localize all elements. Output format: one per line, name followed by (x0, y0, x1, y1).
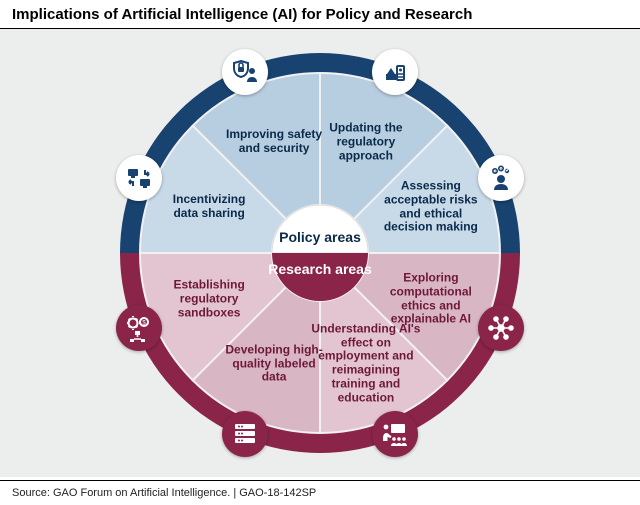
presenter-class-icon (372, 411, 418, 457)
center-label-policy: Policy areas (279, 229, 361, 245)
gears-money-org-icon: $ (116, 305, 162, 351)
shield-lock-person-icon (222, 49, 268, 95)
footer-rule (0, 480, 640, 481)
segment-label: Developing high-quality labeled data (224, 343, 324, 384)
segment-label: Updating the regulatory approach (316, 121, 416, 162)
ai-implications-diagram: Updating the regulatory approach Assessin… (110, 43, 530, 463)
server-racks-icon (222, 411, 268, 457)
person-questions-icon: ?? (478, 155, 524, 201)
segment-label: Improving safety and security (224, 128, 324, 156)
page-title: Implications of Artificial Intelligence … (12, 6, 472, 23)
source-line: Source: GAO Forum on Artificial Intellig… (12, 487, 316, 499)
center-label-research: Research areas (268, 261, 372, 277)
segment-label: Establishing regulatory sandboxes (159, 278, 259, 319)
computers-swap-icon (116, 155, 162, 201)
segment-label: Understanding AI's effect on employment … (311, 322, 421, 405)
segment-label: Assessing acceptable risks and ethical d… (381, 179, 481, 234)
network-nodes-icon (478, 305, 524, 351)
segment-label: Exploring computational ethics and expla… (381, 271, 481, 326)
capitol-clipboard-icon (372, 49, 418, 95)
diagram-canvas: Updating the regulatory approach Assessin… (0, 29, 640, 477)
segment-label: Incentivizing data sharing (159, 193, 259, 221)
